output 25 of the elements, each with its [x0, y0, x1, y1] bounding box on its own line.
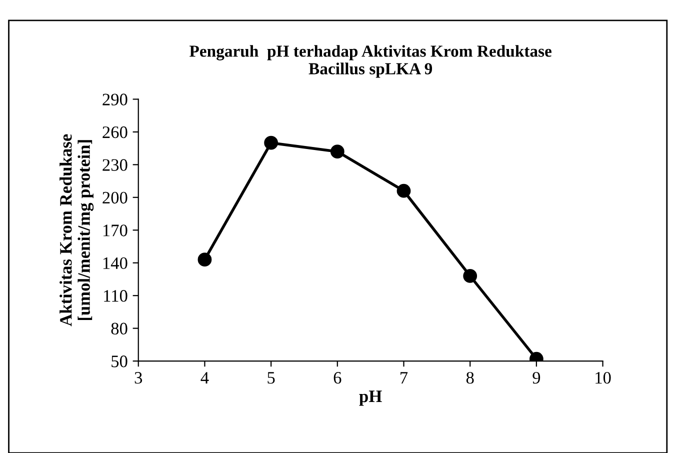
y-tick-label: 230 [102, 159, 128, 171]
point [396, 184, 411, 198]
x-tick-label: 9 [532, 372, 540, 384]
y-tick-label: 290 [102, 94, 128, 106]
x-tick-label: 8 [466, 372, 474, 384]
y-tick-label: 170 [103, 224, 128, 236]
x-axis-title: pH [359, 390, 382, 406]
x-tick-label: 7 [400, 372, 408, 384]
x-tick-label: 6 [334, 372, 342, 384]
y-tick-label: 110 [104, 290, 128, 302]
x-tick-label: 5 [268, 372, 275, 384]
y-tick-label: 260 [102, 126, 128, 138]
y-axis-title: Aktivitas Krom Redukase [umol/menit/mg protein] [60, 134, 94, 326]
y-tick-label: 80 [111, 322, 128, 335]
x-tick-label: 10 [596, 372, 611, 384]
point [463, 269, 478, 283]
y-tick-label: 140 [103, 257, 128, 270]
y-tick-label: 200 [102, 192, 128, 204]
chart-title: Pengaruh pH terhadap Aktivitas Krom Reduktase Bacillus spLKA 9 [190, 45, 552, 78]
y-tick-label: 50 [112, 356, 128, 368]
point [198, 252, 212, 267]
point [264, 136, 278, 150]
x-tick-label: 4 [200, 372, 209, 384]
point [330, 144, 344, 159]
x-tick-label: 3 [134, 372, 142, 384]
